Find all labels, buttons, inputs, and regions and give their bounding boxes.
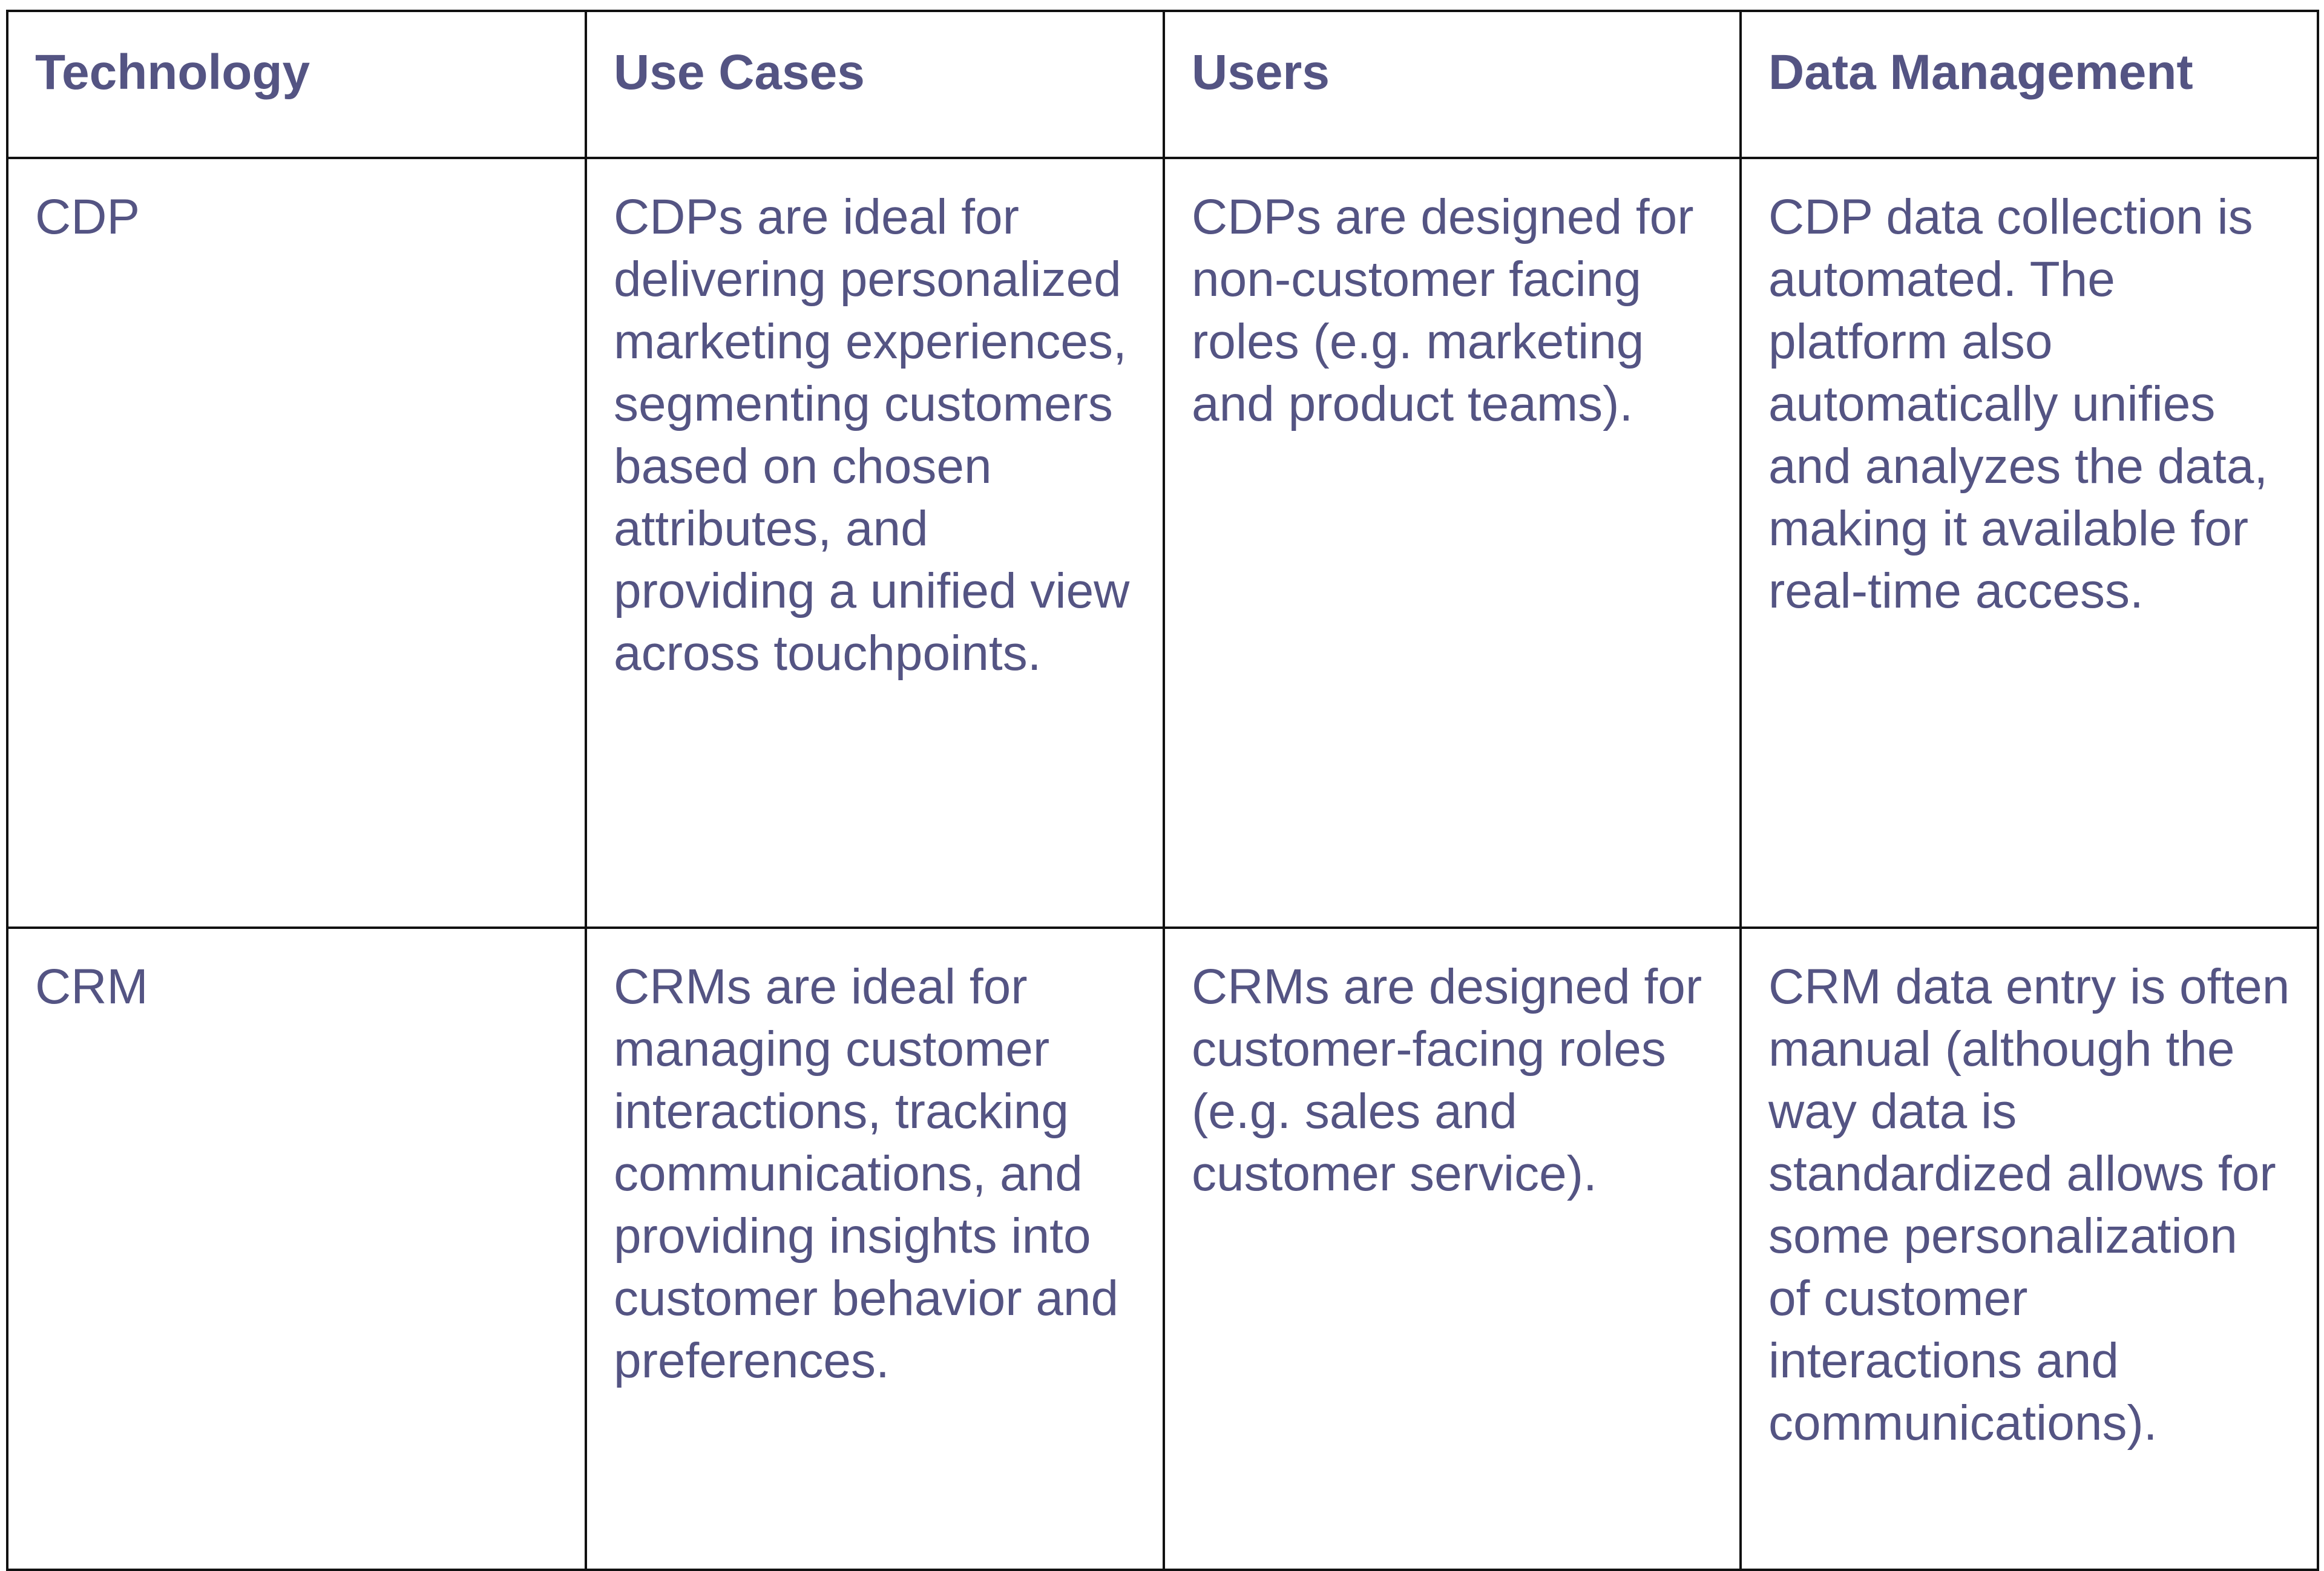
cell-users: CDPs are designed for non-customer facin… xyxy=(1163,157,1742,929)
cell-technology: CRM xyxy=(6,927,587,1571)
comparison-table: Technology Use Cases Users Data Manageme… xyxy=(6,10,2319,1571)
table-row: CDP CDPs are ideal for delivering person… xyxy=(6,157,2319,929)
table-body: CDP CDPs are ideal for delivering person… xyxy=(6,157,2319,1571)
cell-use-cases: CRMs are ideal for managing customer int… xyxy=(585,927,1165,1571)
header-row: Technology Use Cases Users Data Manageme… xyxy=(6,10,2319,159)
header-data-management: Data Management xyxy=(1739,10,2319,159)
cell-users: CRMs are designed for customer-facing ro… xyxy=(1163,927,1742,1571)
header-use-cases: Use Cases xyxy=(585,10,1165,159)
cell-technology: CDP xyxy=(6,157,587,929)
cell-data-management: CRM data entry is often manual (although… xyxy=(1739,927,2319,1571)
header-users: Users xyxy=(1163,10,1742,159)
cell-data-management: CDP data collection is automated. The pl… xyxy=(1739,157,2319,929)
table-header: Technology Use Cases Users Data Manageme… xyxy=(6,10,2319,159)
header-technology: Technology xyxy=(6,10,587,159)
cell-use-cases: CDPs are ideal for delivering personaliz… xyxy=(585,157,1165,929)
table-row: CRM CRMs are ideal for managing customer… xyxy=(6,927,2319,1571)
